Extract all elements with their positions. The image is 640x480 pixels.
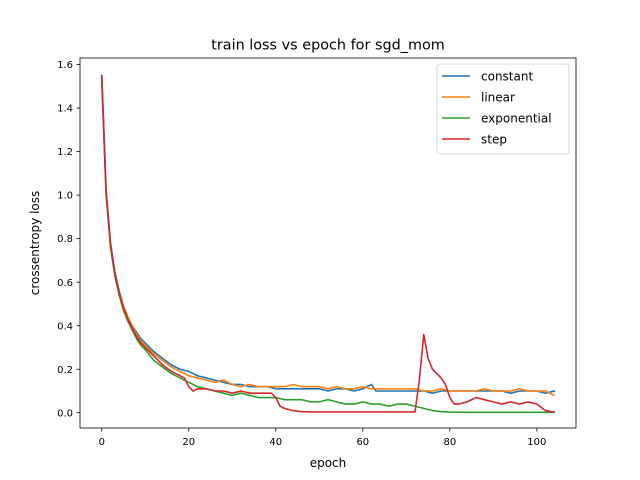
y-tick-label: 0.6 xyxy=(57,278,73,289)
plot-area-frame xyxy=(79,57,577,429)
legend: constant linear exponential step xyxy=(436,63,570,155)
legend-label-linear: linear xyxy=(481,91,515,105)
x-tick-label: 60 xyxy=(356,437,369,448)
legend-label-exponential: exponential xyxy=(481,112,552,126)
x-tick-label: 100 xyxy=(527,437,546,448)
x-tick-label: 40 xyxy=(269,437,282,448)
y-tick-label: 0.0 xyxy=(57,408,73,419)
legend-box xyxy=(436,63,570,155)
legend-label-constant: constant xyxy=(481,70,533,84)
x-tick-label: 80 xyxy=(443,437,456,448)
y-tick-label: 0.8 xyxy=(57,234,73,245)
x-tick-label: 20 xyxy=(182,437,195,448)
y-tick-label: 1.0 xyxy=(57,191,73,202)
series-line-linear xyxy=(100,76,556,397)
series-line-exponential xyxy=(100,78,556,414)
y-axis-label: crossentropy loss xyxy=(28,191,42,296)
series-line-step xyxy=(100,74,556,414)
y-tick-label: 1.6 xyxy=(57,60,73,71)
chart-title: train loss vs epoch for sgd_mom xyxy=(211,38,445,54)
y-tick-label: 0.2 xyxy=(57,365,73,376)
y-tick-label: 0.4 xyxy=(57,321,73,332)
x-tick-label: 0 xyxy=(99,437,105,448)
y-tick-label: 1.2 xyxy=(57,147,73,158)
y-tick-label: 1.4 xyxy=(57,104,73,115)
x-axis-label: epoch xyxy=(310,456,347,470)
legend-label-step: step xyxy=(481,133,507,147)
